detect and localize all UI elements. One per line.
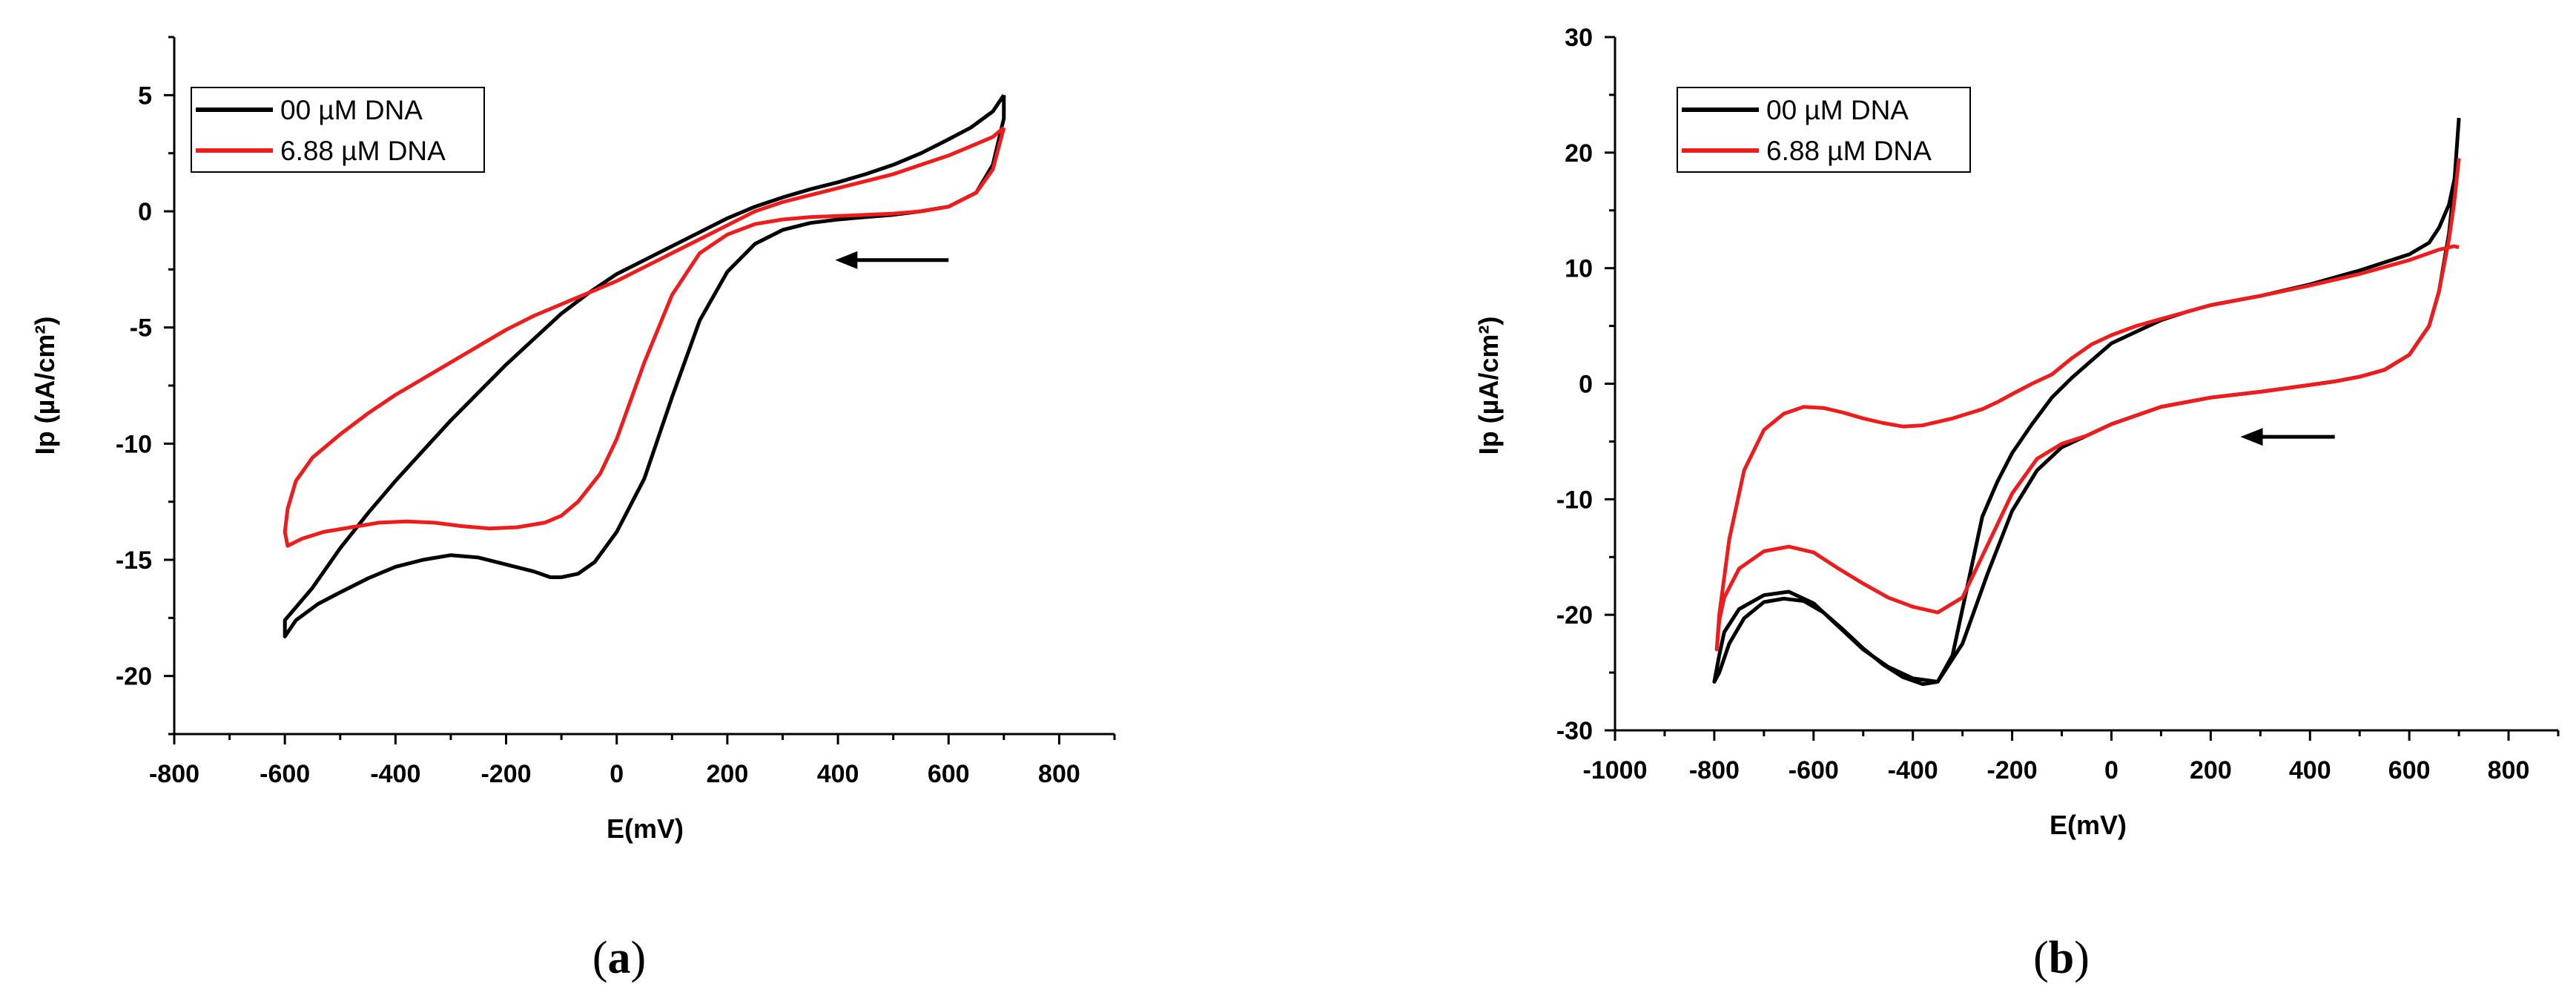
- y-axis-title: Ip (µA/cm²): [1473, 317, 1504, 455]
- x-tick-label: -800: [149, 760, 199, 788]
- x-tick-label: -200: [480, 760, 531, 788]
- x-axis-title: E(mV): [2050, 810, 2127, 840]
- y-tick-label: 10: [1565, 255, 1593, 283]
- y-tick-label: -10: [1556, 486, 1593, 514]
- y-tick-label: 20: [1565, 139, 1593, 168]
- x-tick-label: 200: [2190, 756, 2232, 784]
- axis-ticks: [164, 36, 1116, 744]
- x-tick-label: -400: [1888, 756, 1938, 784]
- series-line-00uM-dna: [1712, 117, 2461, 687]
- y-tick-label: 5: [138, 82, 152, 110]
- x-tick-label: 800: [1038, 760, 1080, 788]
- y-tick-label: 0: [138, 198, 152, 226]
- x-axis-title: E(mV): [607, 813, 684, 844]
- chart-panel-b: -1000 -800 -600 -400 -200 0 200 400 600 …: [1473, 24, 2560, 983]
- y-tick-label: -10: [116, 430, 152, 458]
- x-tick-label: 0: [610, 760, 624, 788]
- y-tick-label: 30: [1565, 24, 1593, 52]
- legend-box: [1677, 87, 1971, 173]
- panel-label-b: (b): [2033, 933, 2090, 983]
- y-tick-label: -20: [116, 663, 152, 691]
- x-tick-label: -200: [1987, 756, 2038, 784]
- x-tick-label: 400: [817, 760, 859, 788]
- y-axis-title: Ip (µA/cm²): [30, 317, 60, 455]
- x-tick-label: 200: [707, 760, 749, 788]
- x-tick-label: 600: [2388, 756, 2431, 784]
- panel-letter: b: [2049, 933, 2074, 983]
- axis-ticks: [1605, 36, 2560, 741]
- x-tick-label: -400: [370, 760, 420, 788]
- legend-label-6.88uM-dna: 6.88 µM DNA: [280, 136, 446, 166]
- chart-panel-a: -800 -600 -400 -200 0 200 400 600 800 -2…: [30, 36, 1116, 983]
- series-line-6.88uM-dna: [283, 126, 1006, 548]
- panel-letter: a: [608, 933, 631, 983]
- x-tick-label: -1000: [1583, 756, 1648, 784]
- x-tick-label: -800: [1689, 756, 1740, 784]
- legend-label-00uM-dna: 00 µM DNA: [280, 95, 423, 125]
- scan-direction-arrow: [2240, 428, 2335, 446]
- series-line-00uM-dna: [283, 93, 1006, 638]
- series-line-6.88uM-dna: [1714, 158, 2461, 652]
- y-tick-label: 0: [1579, 371, 1593, 399]
- y-tick-label: -30: [1556, 717, 1593, 745]
- legend-box: [191, 87, 485, 173]
- x-tick-label: 400: [2289, 756, 2331, 784]
- scan-direction-arrow: [835, 251, 949, 269]
- legend-label-00uM-dna: 00 µM DNA: [1766, 95, 1909, 125]
- x-tick-label: 800: [2488, 756, 2530, 784]
- x-tick-label: -600: [260, 760, 310, 788]
- y-tick-label: -15: [116, 546, 152, 575]
- x-tick-label: 0: [2104, 756, 2118, 784]
- x-tick-label: 600: [928, 760, 970, 788]
- legend-label-6.88uM-dna: 6.88 µM DNA: [1766, 136, 1932, 166]
- panel-label-a: (a): [592, 933, 646, 983]
- legend: 00 µM DNA 6.88 µM DNA: [191, 87, 485, 173]
- y-tick-label: -20: [1556, 601, 1593, 630]
- y-tick-label: -5: [130, 314, 152, 343]
- x-tick-label: -600: [1789, 756, 1839, 784]
- legend: 00 µM DNA 6.88 µM DNA: [1677, 87, 1971, 173]
